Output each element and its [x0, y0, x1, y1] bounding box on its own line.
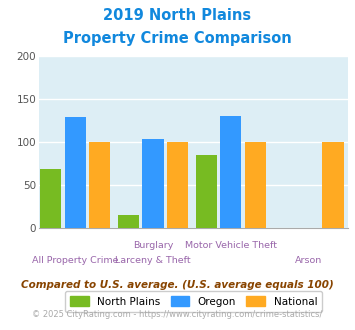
Bar: [322, 142, 344, 228]
Text: Larceny & Theft: Larceny & Theft: [115, 256, 191, 265]
Bar: [196, 155, 217, 228]
Text: Burglary: Burglary: [133, 241, 173, 250]
Bar: [142, 139, 164, 228]
Legend: North Plains, Oregon, National: North Plains, Oregon, National: [65, 291, 322, 312]
Text: Motor Vehicle Theft: Motor Vehicle Theft: [185, 241, 277, 250]
Text: Arson: Arson: [295, 256, 322, 265]
Bar: [40, 169, 61, 228]
Bar: [65, 117, 86, 228]
Text: Compared to U.S. average. (U.S. average equals 100): Compared to U.S. average. (U.S. average …: [21, 280, 334, 290]
Bar: [167, 142, 188, 228]
Text: © 2025 CityRating.com - https://www.cityrating.com/crime-statistics/: © 2025 CityRating.com - https://www.city…: [32, 310, 323, 319]
Bar: [89, 142, 110, 228]
Text: All Property Crime: All Property Crime: [32, 256, 119, 265]
Bar: [245, 142, 266, 228]
Text: Property Crime Comparison: Property Crime Comparison: [63, 31, 292, 46]
Bar: [118, 215, 139, 228]
Text: 2019 North Plains: 2019 North Plains: [103, 8, 252, 23]
Bar: [220, 116, 241, 228]
